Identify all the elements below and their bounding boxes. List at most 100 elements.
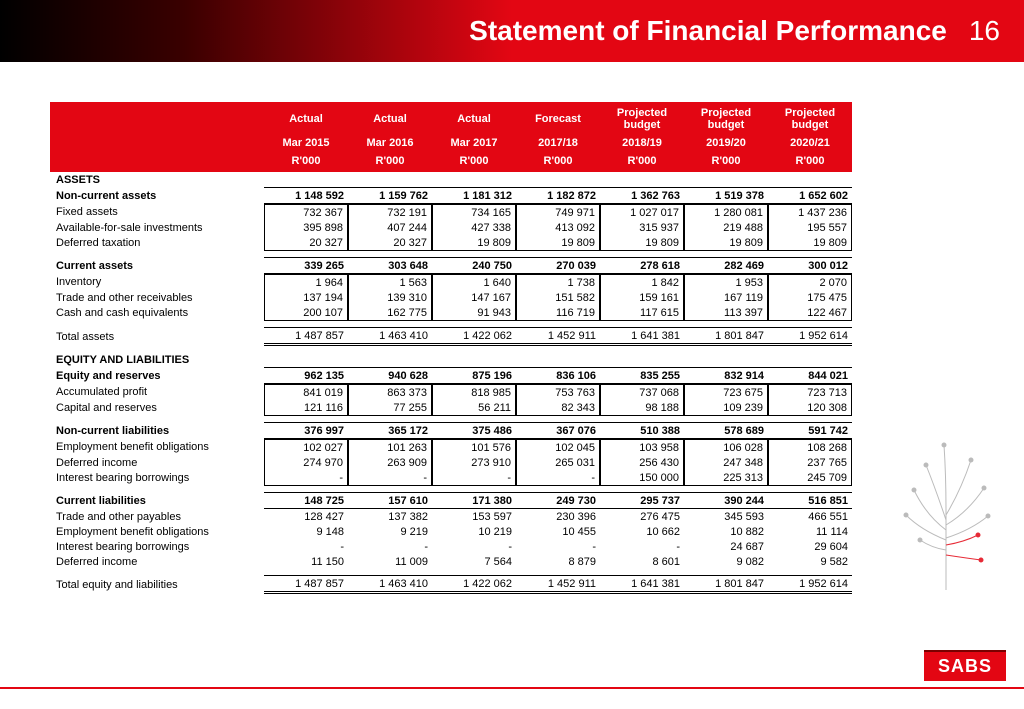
cell-value: 237 765 (768, 455, 852, 470)
cell-value: 167 119 (684, 290, 768, 305)
cell-value: 1 652 602 (768, 187, 852, 204)
cell-value: 102 045 (516, 439, 600, 455)
cell-value: 1 027 017 (600, 204, 684, 220)
table-row: EQUITY AND LIABILITIES (50, 352, 852, 367)
cell-value: 8 879 (516, 554, 600, 569)
cell-value: 20 327 (264, 235, 348, 251)
column-header: Projectedbudget (768, 102, 852, 134)
column-header: 2018/19 (600, 134, 684, 152)
column-header: Forecast (516, 102, 600, 134)
cell-value: 82 343 (516, 400, 600, 416)
cell-value: 1 801 847 (684, 327, 768, 346)
cell-value: 153 597 (432, 509, 516, 524)
table-row: Capital and reserves121 11677 25556 2118… (50, 400, 852, 416)
column-header: R'000 (600, 152, 684, 172)
table-row: Total equity and liabilities1 487 8571 4… (50, 575, 852, 594)
cell-value: 247 348 (684, 455, 768, 470)
table-row: Current assets339 265303 648240 750270 0… (50, 257, 852, 274)
cell-value: 591 742 (768, 422, 852, 439)
cell-value: 1 738 (516, 274, 600, 290)
footer-rule (0, 687, 1024, 689)
cell-value: 225 313 (684, 470, 768, 486)
cell-value: 274 970 (264, 455, 348, 470)
cell-value: 345 593 (684, 509, 768, 524)
cell-value: 175 475 (768, 290, 852, 305)
circuit-tree-icon (886, 420, 1006, 600)
cell-value: 101 263 (348, 439, 432, 455)
cell-value: 732 191 (348, 204, 432, 220)
table-row: Fixed assets732 367732 191734 165749 971… (50, 204, 852, 220)
cell-value: 367 076 (516, 422, 600, 439)
cell-value: 171 380 (432, 492, 516, 509)
row-label: EQUITY AND LIABILITIES (50, 352, 264, 367)
cell-value: 1 563 (348, 274, 432, 290)
cell-value: 219 488 (684, 220, 768, 235)
cell-value: 1 964 (264, 274, 348, 290)
cell-value: - (516, 539, 600, 554)
cell-value: 940 628 (348, 367, 432, 384)
cell-value: 151 582 (516, 290, 600, 305)
table-row: Trade and other payables128 427137 38215… (50, 509, 852, 524)
table-body: ASSETSNon-current assets1 148 5921 159 7… (50, 172, 852, 594)
column-header: R'000 (432, 152, 516, 172)
cell-value: 732 367 (264, 204, 348, 220)
cell-value: 300 012 (768, 257, 852, 274)
cell-value: 137 382 (348, 509, 432, 524)
cell-value: 1 519 378 (684, 187, 768, 204)
cell-value: 2 070 (768, 274, 852, 290)
cell-value: 122 467 (768, 305, 852, 321)
row-label: ASSETS (50, 172, 264, 187)
column-header: Mar 2016 (348, 134, 432, 152)
cell-value: 516 851 (768, 492, 852, 509)
cell-value: 7 564 (432, 554, 516, 569)
cell-value: 413 092 (516, 220, 600, 235)
cell-value: 265 031 (516, 455, 600, 470)
cell-value: 1 159 762 (348, 187, 432, 204)
row-label: Accumulated profit (50, 384, 264, 400)
table-row: ASSETS (50, 172, 852, 187)
cell-value: 102 027 (264, 439, 348, 455)
cell-value: 195 557 (768, 220, 852, 235)
financial-table-container: ActualActualActualForecastProjectedbudge… (50, 102, 852, 594)
cell-value (348, 352, 432, 367)
cell-value: 106 028 (684, 439, 768, 455)
cell-value (432, 352, 516, 367)
cell-value: 1 182 872 (516, 187, 600, 204)
cell-value: 117 615 (600, 305, 684, 321)
cell-value: 148 725 (264, 492, 348, 509)
cell-value: 1 640 (432, 274, 516, 290)
cell-value: 1 641 381 (600, 327, 684, 346)
cell-value: 365 172 (348, 422, 432, 439)
row-label: Capital and reserves (50, 400, 264, 416)
cell-value: 113 397 (684, 305, 768, 321)
cell-value: 1 487 857 (264, 327, 348, 346)
cell-value: 263 909 (348, 455, 432, 470)
cell-value: 101 576 (432, 439, 516, 455)
cell-value: 128 427 (264, 509, 348, 524)
cell-value: 1 641 381 (600, 575, 684, 594)
cell-value: 10 455 (516, 524, 600, 539)
cell-value: 9 148 (264, 524, 348, 539)
cell-value: 116 719 (516, 305, 600, 321)
cell-value: 1 422 062 (432, 327, 516, 346)
table-row: Interest bearing borrowings-----24 68729… (50, 539, 852, 554)
cell-value: 77 255 (348, 400, 432, 416)
cell-value: 19 809 (768, 235, 852, 251)
table-row: Equity and reserves962 135940 628875 196… (50, 367, 852, 384)
table-row: Current liabilities148 725157 610171 380… (50, 492, 852, 509)
column-header: Mar 2015 (264, 134, 348, 152)
cell-value: 376 997 (264, 422, 348, 439)
cell-value (684, 352, 768, 367)
cell-value: - (348, 470, 432, 486)
cell-value: 832 914 (684, 367, 768, 384)
cell-value: 1 463 410 (348, 575, 432, 594)
cell-value: 11 150 (264, 554, 348, 569)
cell-value: 249 730 (516, 492, 600, 509)
row-label: Employment benefit obligations (50, 524, 264, 539)
cell-value (600, 352, 684, 367)
table-row: Inventory1 9641 5631 6401 7381 8421 9532… (50, 274, 852, 290)
column-header: R'000 (684, 152, 768, 172)
cell-value: 29 604 (768, 539, 852, 554)
row-label: Current liabilities (50, 492, 264, 509)
cell-value: 1 362 763 (600, 187, 684, 204)
